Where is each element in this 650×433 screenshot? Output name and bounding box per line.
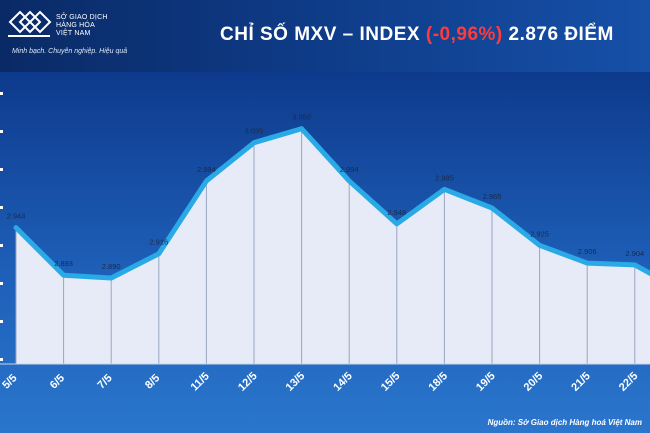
x-tick-label: 18/5 xyxy=(426,370,450,394)
index-chart: 2.944 2.893 2.890 2.916 2.994 3.035 3.050 2.994… xyxy=(0,92,650,394)
slogan: Minh bạch. Chuyên nghiệp. Hiệu quả xyxy=(12,48,128,55)
x-tick-label: 5/5 xyxy=(0,372,19,391)
data-label: 2.994 xyxy=(340,165,359,174)
y-tick-mark xyxy=(0,92,3,95)
title-change: (-0,96%) xyxy=(425,24,503,45)
y-tick-mark xyxy=(0,320,3,323)
page-title: CHỈ SỐ MXV – INDEX (-0,96%) 2.876 ĐIỂM xyxy=(220,24,614,46)
data-label: 2.893 xyxy=(54,259,73,268)
header: SỞ GIAO DỊCH HÀNG HÓA VIỆT NAM Minh bạch… xyxy=(0,0,650,72)
x-tick-label: 11/5 xyxy=(189,370,212,393)
org-line-3: VIỆT NAM xyxy=(56,30,91,37)
x-tick-label: 19/5 xyxy=(474,370,498,394)
x-tick-label: 8/5 xyxy=(143,372,162,391)
x-tick-label: 7/5 xyxy=(95,372,114,391)
title-suffix: 2.876 ĐIỂM xyxy=(502,24,614,45)
y-tick-mark xyxy=(0,282,3,285)
y-tick-mark xyxy=(0,206,3,209)
data-label: 2.985 xyxy=(435,173,454,182)
data-label: 2.944 xyxy=(7,212,26,221)
data-label: 2.916 xyxy=(149,238,168,247)
data-label: 3.050 xyxy=(292,113,311,122)
org-line-2: HÀNG HÓA xyxy=(56,22,95,29)
chart-panel: 2.944 2.893 2.890 2.916 2.994 3.035 3.050 2.994… xyxy=(0,72,650,433)
x-tick-label: 21/5 xyxy=(569,370,593,394)
data-label: 3.035 xyxy=(245,127,264,136)
source-note: Nguồn: Sở Giao dịch Hàng hoá Việt Nam xyxy=(487,418,642,427)
series-line-mxv-index xyxy=(13,126,650,281)
x-tick-label: 20/5 xyxy=(522,370,546,394)
x-tick-label: 22/5 xyxy=(617,370,641,394)
y-tick-mark xyxy=(0,244,3,247)
data-label: 2.906 xyxy=(578,247,597,256)
org-line-1: SỞ GIAO DỊCH xyxy=(56,14,108,21)
title-prefix: CHỈ SỐ MXV – INDEX xyxy=(220,24,426,45)
data-label: 2.890 xyxy=(102,262,121,271)
mxv-logo-icon xyxy=(8,10,52,37)
x-tick-label: 13/5 xyxy=(284,370,308,394)
data-label: 2.925 xyxy=(530,229,549,238)
x-tick-label: 6/5 xyxy=(48,372,67,391)
data-label: 2.948 xyxy=(387,208,406,217)
x-tick-label: 15/5 xyxy=(379,370,403,394)
y-tick-mark xyxy=(0,168,3,171)
org-name: SỞ GIAO DỊCH HÀNG HÓA VIỆT NAM xyxy=(56,14,108,38)
x-tick-label: 12/5 xyxy=(236,370,260,394)
data-label: 2.965 xyxy=(483,192,502,201)
data-label: 2.994 xyxy=(197,165,216,174)
y-tick-mark xyxy=(0,358,3,361)
x-tick-label: 14/5 xyxy=(331,370,355,394)
data-label: 2.904 xyxy=(625,249,644,258)
y-tick-mark xyxy=(0,130,3,133)
